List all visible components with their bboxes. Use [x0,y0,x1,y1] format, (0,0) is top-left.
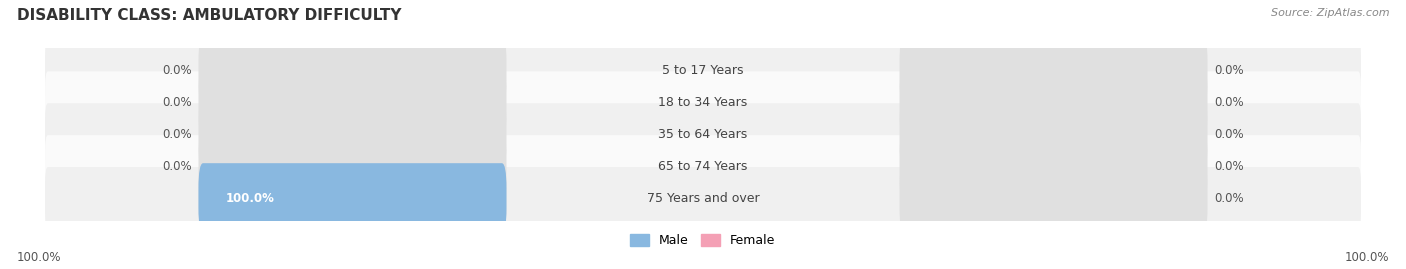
Text: 5 to 17 Years: 5 to 17 Years [662,64,744,77]
Text: 65 to 74 Years: 65 to 74 Years [658,160,748,173]
Text: 100.0%: 100.0% [17,251,62,264]
Text: 0.0%: 0.0% [1215,128,1244,141]
FancyBboxPatch shape [45,167,1361,229]
FancyBboxPatch shape [198,100,506,169]
Text: Source: ZipAtlas.com: Source: ZipAtlas.com [1271,8,1389,18]
FancyBboxPatch shape [900,36,1208,106]
FancyBboxPatch shape [198,163,506,233]
Text: 0.0%: 0.0% [1215,160,1244,173]
Text: 0.0%: 0.0% [162,96,191,109]
Text: 100.0%: 100.0% [226,192,276,205]
FancyBboxPatch shape [45,135,1361,198]
Text: 35 to 64 Years: 35 to 64 Years [658,128,748,141]
FancyBboxPatch shape [198,36,506,106]
Text: 0.0%: 0.0% [162,64,191,77]
FancyBboxPatch shape [900,131,1208,201]
Text: DISABILITY CLASS: AMBULATORY DIFFICULTY: DISABILITY CLASS: AMBULATORY DIFFICULTY [17,8,401,23]
Text: 0.0%: 0.0% [162,160,191,173]
Text: 18 to 34 Years: 18 to 34 Years [658,96,748,109]
FancyBboxPatch shape [900,163,1208,233]
Text: 0.0%: 0.0% [1215,64,1244,77]
FancyBboxPatch shape [900,68,1208,138]
FancyBboxPatch shape [45,71,1361,134]
Text: 0.0%: 0.0% [1215,96,1244,109]
FancyBboxPatch shape [45,103,1361,166]
Text: 75 Years and over: 75 Years and over [647,192,759,205]
Text: 0.0%: 0.0% [1215,192,1244,205]
FancyBboxPatch shape [198,131,506,201]
FancyBboxPatch shape [198,163,506,233]
FancyBboxPatch shape [900,100,1208,169]
FancyBboxPatch shape [198,68,506,138]
FancyBboxPatch shape [45,40,1361,102]
Text: 100.0%: 100.0% [1344,251,1389,264]
Legend: Male, Female: Male, Female [626,229,780,252]
Text: 0.0%: 0.0% [162,128,191,141]
